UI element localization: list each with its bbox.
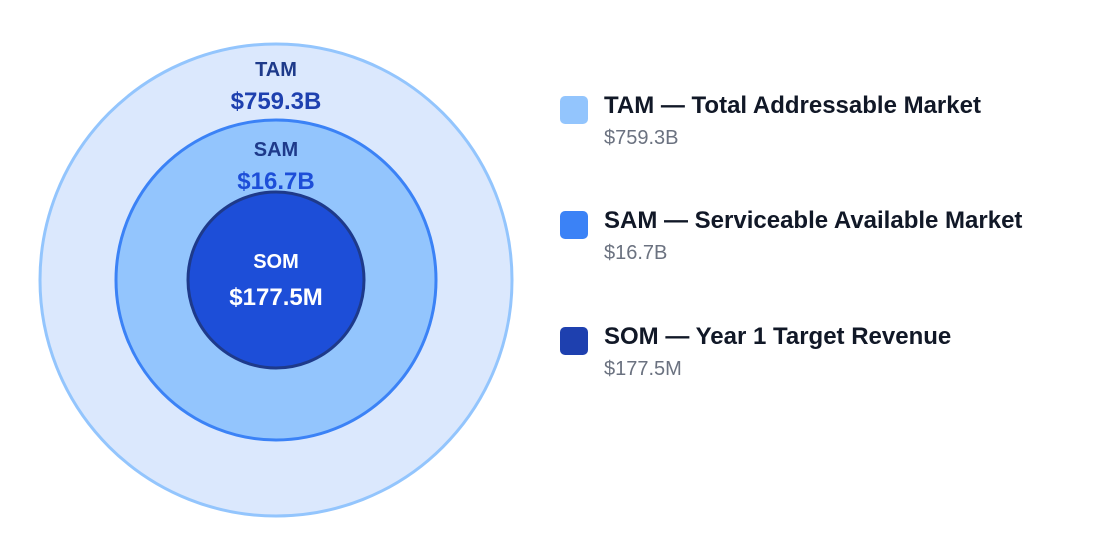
sam-legend-title: SAM — Serviceable Available Market [604,207,1023,234]
tam-value: $759.3B [231,88,322,115]
legend: TAM — Total Addressable Market $759.3B S… [560,0,1100,560]
legend-item-tam: TAM — Total Addressable Market $759.3B [560,90,1100,154]
market-size-diagram: TAM $759.3B SAM $16.7B SOM $177.5M [38,42,514,518]
som-value: $177.5M [229,284,322,311]
som-circle [186,190,366,370]
sam-swatch [560,211,588,239]
sam-label: SAM [254,139,298,161]
som-swatch [560,327,588,355]
tam-swatch [560,96,588,124]
sam-value: $16.7B [237,168,314,195]
tam-label: TAM [255,59,297,81]
som-legend-value: $177.5M [604,358,682,380]
legend-item-som: SOM — Year 1 Target Revenue $177.5M [560,321,1100,385]
som-legend-title: SOM — Year 1 Target Revenue [604,323,952,350]
legend-item-sam: SAM — Serviceable Available Market $16.7… [560,205,1100,269]
tam-legend-title: TAM — Total Addressable Market [604,92,981,119]
tam-legend-value: $759.3B [604,127,679,149]
sam-legend-value: $16.7B [604,242,668,264]
som-label: SOM [253,251,299,273]
